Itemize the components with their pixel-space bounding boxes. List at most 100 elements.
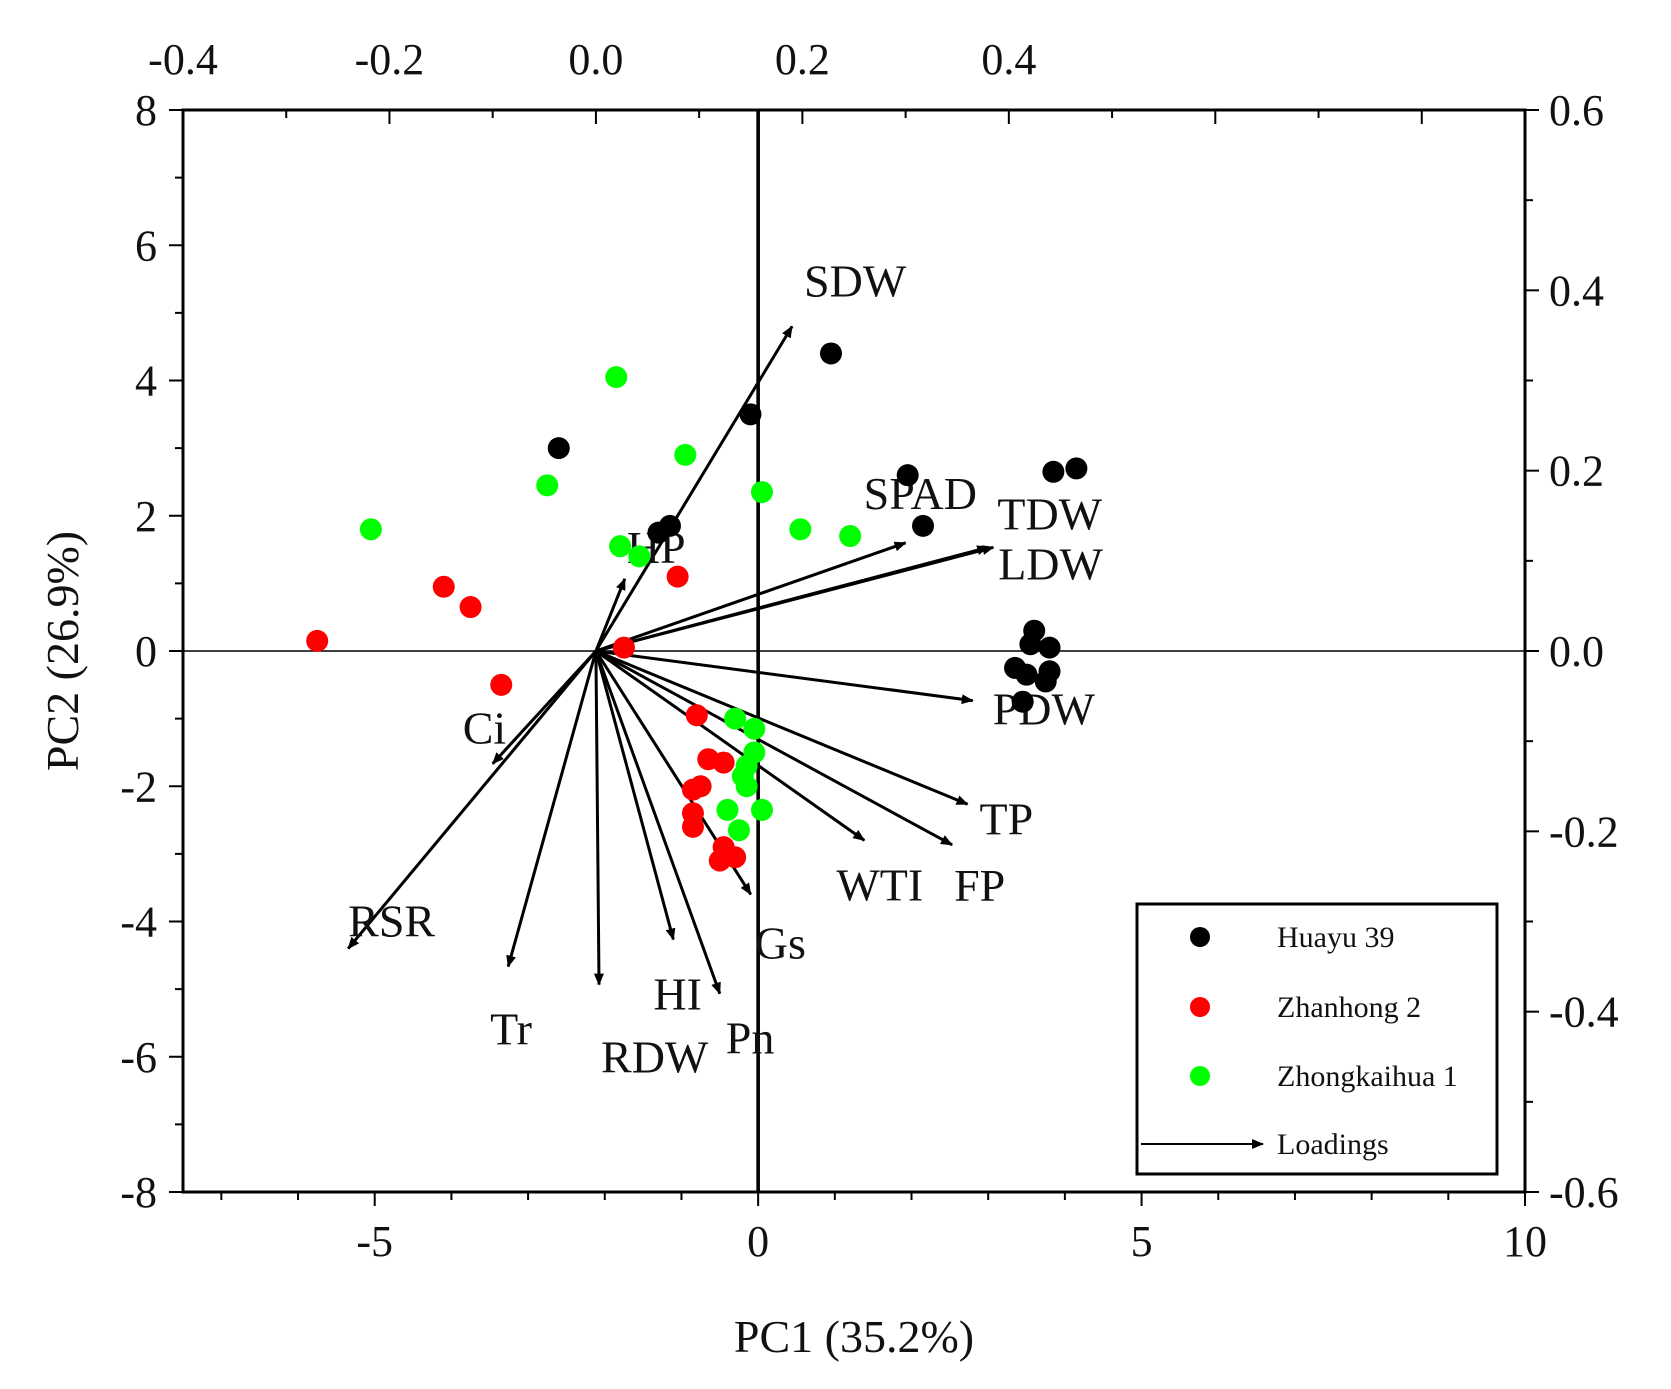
loading-label-ldw: LDW xyxy=(998,538,1103,589)
loading-label-rdw: RDW xyxy=(601,1032,709,1083)
loading-label-rsr: RSR xyxy=(348,896,435,947)
score-point xyxy=(819,342,842,365)
score-point xyxy=(912,514,935,537)
legend-marker xyxy=(1190,927,1210,947)
score-point xyxy=(612,636,635,659)
score-point xyxy=(724,846,747,869)
x-tick-label: 0 xyxy=(747,1217,769,1266)
y-tick-label: 4 xyxy=(135,357,157,406)
score-point xyxy=(1034,670,1057,693)
score-point xyxy=(681,815,704,838)
score-point xyxy=(685,704,708,727)
loading-arrow-ldw xyxy=(595,545,990,653)
score-point xyxy=(750,481,773,504)
y-axis-title: PC2 (26.9%) xyxy=(37,531,88,771)
legend-box xyxy=(1135,902,1499,1176)
right-tick-label: -0.2 xyxy=(1549,807,1619,856)
right-tick-label: -0.6 xyxy=(1549,1168,1619,1217)
top-tick-label: 0.2 xyxy=(775,35,830,84)
score-point xyxy=(1019,633,1042,656)
loading-label-tdw: TDW xyxy=(997,488,1102,539)
plot-frame xyxy=(181,108,1527,1194)
loading-label-tr: Tr xyxy=(490,1004,532,1055)
score-point xyxy=(666,565,689,588)
score-point xyxy=(459,596,482,619)
loading-arrow-pn xyxy=(594,650,722,995)
legend-label: Zhongkaihua 1 xyxy=(1277,1060,1458,1093)
score-point xyxy=(674,443,697,466)
loading-label-pn: Pn xyxy=(726,1013,775,1064)
score-point xyxy=(689,775,712,798)
top-tick-label: 0.4 xyxy=(981,35,1036,84)
score-point xyxy=(712,751,735,774)
loading-arrow-fp xyxy=(595,649,953,847)
legend-marker xyxy=(1190,1066,1210,1086)
score-point xyxy=(605,366,628,389)
score-point xyxy=(1042,460,1065,483)
score-point xyxy=(750,798,773,821)
loading-arrow-tp xyxy=(595,649,969,806)
score-point xyxy=(609,535,632,558)
score-point xyxy=(432,575,455,598)
score-point xyxy=(547,437,570,460)
score-point xyxy=(839,525,862,548)
x-tick-label: 5 xyxy=(1131,1217,1153,1266)
loading-label-tp: TP xyxy=(980,793,1034,844)
loading-arrow-spad xyxy=(595,541,907,653)
loading-label-wti: WTI xyxy=(836,859,923,910)
score-point xyxy=(735,775,758,798)
scores-layer xyxy=(306,342,1088,872)
loading-arrow-rdw xyxy=(593,650,604,986)
x-tick-label: 10 xyxy=(1503,1217,1547,1266)
score-point xyxy=(306,629,329,652)
y-tick-label: -8 xyxy=(120,1168,157,1217)
loading-arrow-sdw xyxy=(594,325,794,652)
loading-arrow-wti xyxy=(595,649,866,842)
y-tick-label: -4 xyxy=(120,898,157,947)
right-tick-label: 0.2 xyxy=(1549,447,1604,496)
series-huayu-39 xyxy=(547,342,1088,713)
score-point xyxy=(628,545,651,568)
top-tick-label: -0.4 xyxy=(148,35,218,84)
y-tick-label: -6 xyxy=(120,1033,157,1082)
score-point xyxy=(647,521,670,544)
loading-label-spad: SPAD xyxy=(864,468,977,519)
score-point xyxy=(359,518,382,541)
score-point xyxy=(739,403,762,426)
y-tick-label: -2 xyxy=(120,762,157,811)
legend-loadings-label: Loadings xyxy=(1277,1128,1389,1161)
y-tick-label: 6 xyxy=(135,221,157,270)
x-axis-title: PC1 (35.2%) xyxy=(734,1311,974,1362)
right-tick-label: -0.4 xyxy=(1549,988,1619,1037)
series-zhanhong-2 xyxy=(306,565,747,872)
score-point xyxy=(727,819,750,842)
loading-label-ci: Ci xyxy=(463,703,506,754)
score-point xyxy=(789,518,812,541)
score-point xyxy=(743,717,766,740)
score-point xyxy=(1011,690,1034,713)
score-point xyxy=(490,673,513,696)
loading-label-sdw: SDW xyxy=(804,255,907,306)
legend-label: Zhanhong 2 xyxy=(1277,991,1421,1024)
top-tick-label: 0.0 xyxy=(568,35,623,84)
score-point xyxy=(1015,663,1038,686)
score-point xyxy=(896,464,919,487)
series-zhongkaihua-1 xyxy=(359,366,862,842)
loading-label-fp: FP xyxy=(954,860,1005,911)
loading-arrow-hi xyxy=(594,650,676,941)
score-point xyxy=(1065,457,1088,480)
loading-arrow-tr xyxy=(506,650,598,968)
top-tick-label: -0.2 xyxy=(355,35,425,84)
score-point xyxy=(716,798,739,821)
score-point xyxy=(536,474,559,497)
y-tick-label: 0 xyxy=(135,627,157,676)
loading-label-gs: Gs xyxy=(755,917,806,968)
loading-label-hi: HI xyxy=(653,969,702,1020)
x-tick-label: -5 xyxy=(356,1217,393,1266)
loading-arrow-hp xyxy=(594,577,627,652)
loading-arrow-rsr xyxy=(347,650,598,950)
legend: Huayu 39 Zhanhong 2 Zhongkaihua 1 Loadings xyxy=(1135,902,1499,1176)
